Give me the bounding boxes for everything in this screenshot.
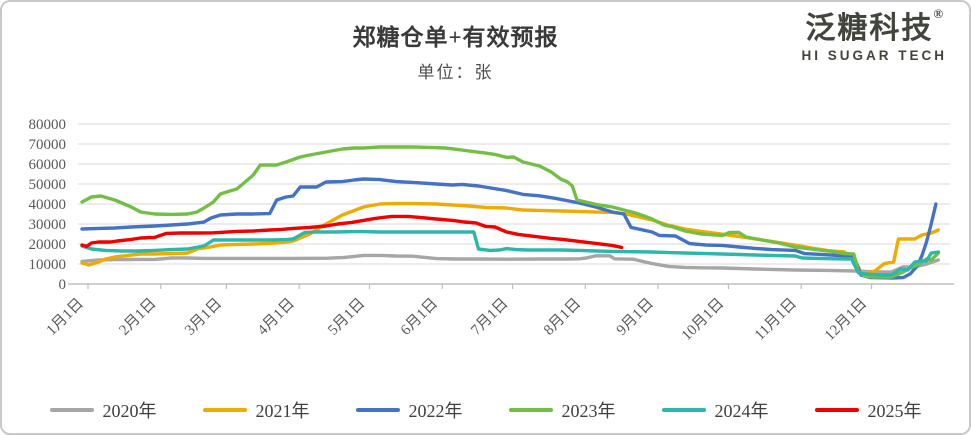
chart-unit-label: 单位：张 [417, 63, 494, 82]
legend-label: 2022年 [408, 401, 463, 421]
x-axis-tick-label: 2月1日 [116, 296, 159, 339]
series-line-2020年 [80, 253, 940, 274]
series-line-2023年 [80, 145, 940, 279]
x-axis-tick-label: 1月1日 [44, 296, 87, 339]
y-axis-tick-label: 10000 [29, 257, 67, 273]
y-axis-tick-label: 60000 [29, 157, 67, 173]
y-axis-tick-label: 20000 [29, 237, 67, 253]
chart-title: 郑糖仓单+有效预报 [352, 25, 559, 50]
legend-item-2024年: 2024年 [661, 397, 769, 423]
x-axis-tick-label: 11月1日 [752, 296, 800, 344]
y-axis-tick-label: 70000 [29, 137, 67, 153]
legend-swatch [355, 408, 400, 412]
legend-item-2021年: 2021年 [202, 397, 310, 423]
series-line-2022年 [80, 177, 938, 280]
x-axis-tick-label: 8月1日 [541, 296, 584, 339]
legend-swatch [814, 408, 859, 412]
y-axis-tick-label: 0 [59, 277, 67, 293]
legend-label: 2024年 [714, 401, 769, 421]
legend-swatch [661, 408, 706, 412]
legend-label: 2023年 [561, 401, 616, 421]
legend-swatch [49, 408, 94, 412]
series-line-2025年 [80, 214, 624, 250]
legend-label: 2020年 [102, 401, 157, 421]
x-axis-tick-label: 9月1日 [614, 296, 657, 339]
brand-logo: 泛糖科技® HI SUGAR TECH [801, 6, 947, 63]
y-axis-tick-label: 30000 [29, 217, 67, 233]
legend-item-2025年: 2025年 [814, 397, 922, 423]
y-axis-tick-label: 40000 [29, 197, 67, 213]
legend-label: 2025年 [867, 401, 922, 421]
legend-swatch [202, 408, 247, 412]
legend-item-2020年: 2020年 [49, 397, 157, 423]
brand-name-cn: 泛糖科技 [805, 12, 934, 45]
series-line-2021年 [80, 201, 940, 275]
chart-legend: 2020年 2021年 2022年 2023年 2024年 2025年 [2, 397, 969, 423]
legend-label: 2021年 [255, 401, 310, 421]
legend-swatch [508, 408, 553, 412]
registered-trademark-icon: ® [933, 6, 944, 21]
x-axis-tick-label: 6月1日 [398, 296, 441, 339]
y-axis-tick-label: 50000 [29, 177, 67, 193]
chart-header: 郑糖仓单+有效预报 单位：张 [2, 18, 909, 83]
series-line-2024年 [80, 229, 940, 277]
x-axis-tick-label: 3月1日 [182, 296, 225, 339]
legend-item-2023年: 2023年 [508, 397, 616, 423]
x-axis-tick-label: 4月1日 [255, 296, 298, 339]
legend-item-2022年: 2022年 [355, 397, 463, 423]
x-axis-tick-label: 5月1日 [325, 296, 368, 339]
y-axis-tick-label: 80000 [29, 117, 67, 133]
brand-tagline: HI SUGAR TECH [801, 48, 947, 63]
line-chart-plot-area: 0 10000 20000 30000 40000 50000 60000 70000 8000… [29, 117, 954, 344]
x-axis-tick-label: 10月1日 [679, 296, 727, 344]
x-axis-tick-label: 7月1日 [468, 296, 511, 339]
x-axis-tick-label: 12月1日 [822, 296, 870, 344]
